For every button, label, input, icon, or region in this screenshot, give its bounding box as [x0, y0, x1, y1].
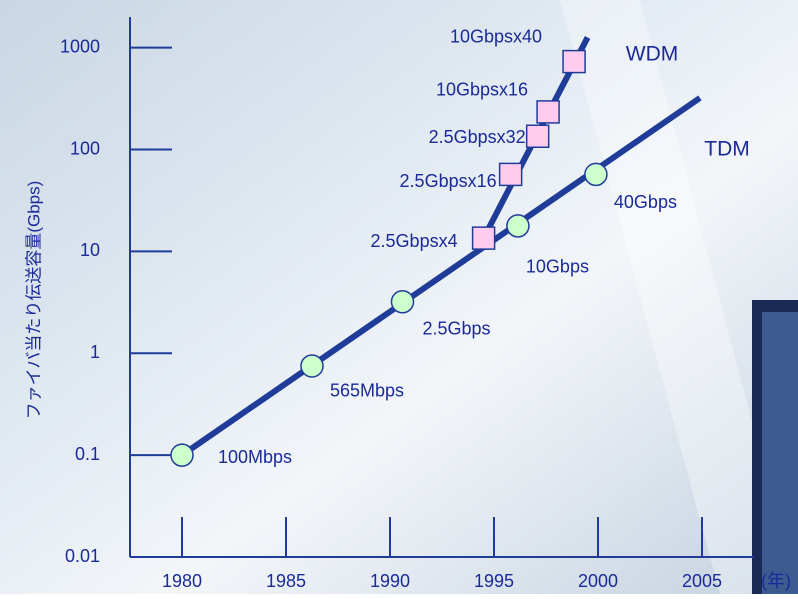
point-label: 40Gbps: [614, 192, 677, 212]
data-point: [584, 162, 608, 187]
point-label: 2.5Gbpsx4: [371, 231, 458, 251]
data-point: [390, 290, 415, 314]
data-point: [170, 443, 194, 467]
y-tick-label: 1000: [60, 36, 100, 56]
data-point: [506, 214, 530, 238]
x-tick-label: 1980: [162, 571, 202, 591]
data-point: [536, 100, 560, 124]
point-label: 10Gbpsx40: [450, 26, 542, 46]
data-point: [525, 124, 550, 149]
point-label: 10Gbpsx16: [436, 80, 528, 100]
point-label: 100Mbps: [218, 447, 292, 467]
trend-line: [180, 95, 702, 458]
series-label: TDM: [704, 138, 750, 161]
y-tick-label: 0.01: [65, 546, 100, 566]
point-label: 2.5Gbpsx32: [429, 127, 526, 147]
point-label: 10Gbps: [526, 257, 589, 277]
x-tick-label: 2000: [578, 571, 618, 591]
x-tick-label: 1985: [266, 571, 306, 591]
data-point: [471, 226, 496, 250]
point-label: 2.5Gbps: [422, 319, 490, 339]
point-label: 2.5Gbpsx16: [400, 171, 497, 191]
y-tick-label: 0.1: [75, 444, 100, 464]
data-point: [498, 162, 523, 187]
background-stripe: [560, 0, 798, 594]
y-tick-label: 10: [80, 240, 100, 260]
x-tick-label: 1995: [474, 571, 514, 591]
point-label: 565Mbps: [330, 381, 404, 401]
series-label: WDM: [626, 43, 678, 66]
y-axis-label: ファイバ当たり伝送容量(Gbps): [24, 181, 43, 420]
x-axis-label: (年): [761, 571, 791, 591]
x-tick-label: 1990: [370, 571, 410, 591]
y-tick-label: 100: [70, 138, 100, 158]
x-tick-label: 2005: [682, 571, 722, 591]
data-point: [300, 354, 324, 378]
y-tick-label: 1: [90, 342, 100, 362]
data-point: [562, 49, 586, 74]
background-panel-inner: [762, 312, 798, 594]
